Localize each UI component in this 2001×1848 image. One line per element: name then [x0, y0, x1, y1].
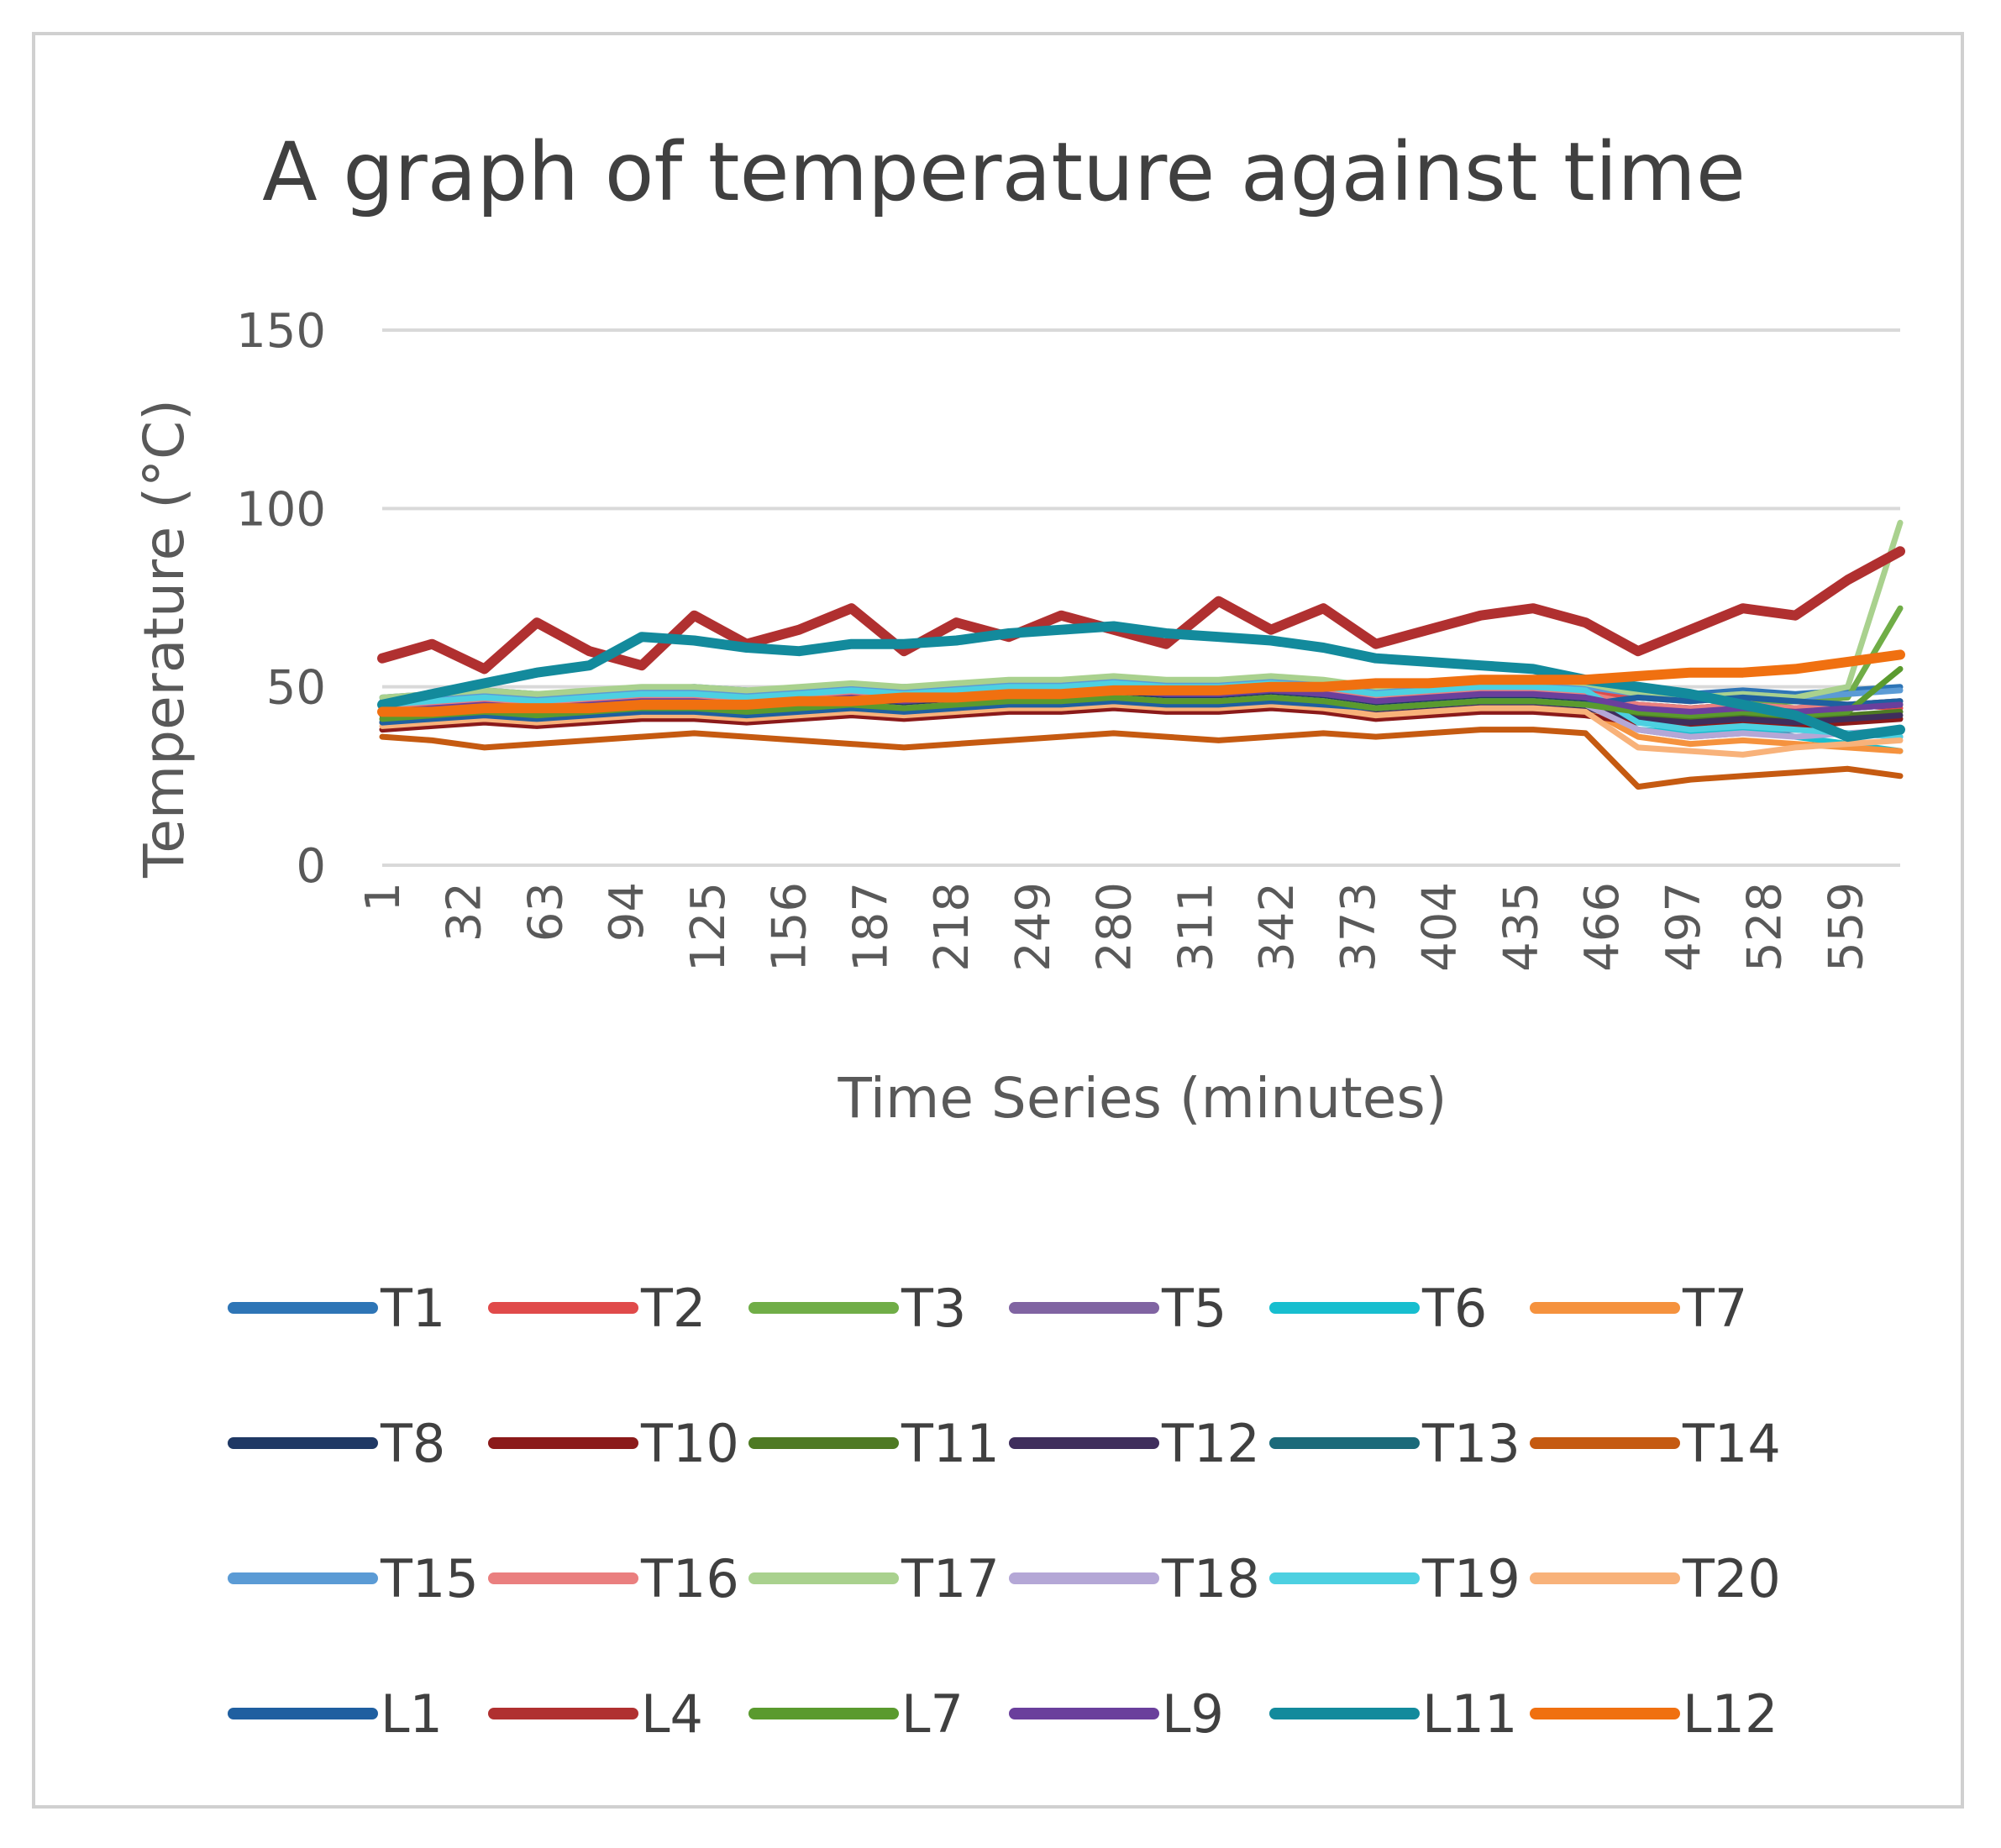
x-tick-label: 125: [681, 882, 736, 972]
x-tick-label: 497: [1657, 882, 1711, 972]
series-line-t14: [379, 727, 1904, 790]
series-line-t19: [379, 680, 1904, 740]
legend-label-t8: T8: [380, 1413, 445, 1474]
y-tick-label: 0: [296, 839, 326, 894]
legend-label-l7: L7: [901, 1683, 964, 1745]
x-tick-label: 280: [1088, 882, 1142, 972]
legend-label-t13: T13: [1421, 1413, 1520, 1474]
x-tick-label: 559: [1819, 882, 1873, 972]
y-tick-label: 50: [266, 661, 326, 716]
series-line-l1: [379, 694, 1904, 726]
legend-label-l9: L9: [1162, 1683, 1224, 1745]
legend-label-t18: T18: [1161, 1548, 1260, 1609]
series-line-l4: [377, 546, 1905, 675]
legend-label-t1: T1: [380, 1278, 445, 1339]
legend: T1 T2 T3 T5 T6 T7 T8 T10 T11 T12 T13 T14 T15 T16 T17 T1…: [228, 1278, 1781, 1745]
y-axis: 0 50 100 150: [236, 304, 326, 894]
x-tick-label: 249: [1006, 882, 1061, 972]
x-axis: 1 32 63 94 125 156 187 218 249 280 311 342 373 404 435…: [356, 882, 1873, 972]
x-tick-label: 466: [1575, 882, 1630, 972]
legend-label-t11: T11: [901, 1413, 1000, 1474]
x-tick-label: 156: [763, 882, 817, 972]
legend-label-t3: T3: [901, 1278, 966, 1339]
x-tick-label: 32: [438, 882, 492, 942]
x-tick-label: 311: [1169, 882, 1223, 972]
legend-label-t16: T16: [640, 1548, 739, 1609]
x-tick-label: 94: [600, 882, 654, 942]
x-tick-label: 63: [518, 882, 573, 942]
chart-frame: [32, 32, 1964, 1809]
legend-label-t5: T5: [1161, 1278, 1226, 1339]
y-axis-title: Temperature (°C): [132, 399, 197, 879]
x-tick-label: 435: [1494, 882, 1548, 972]
y-tick-label: 150: [236, 304, 326, 359]
legend-label-l11: L11: [1422, 1683, 1517, 1745]
x-tick-label: 187: [843, 882, 898, 972]
x-tick-label: 218: [925, 882, 979, 972]
y-tick-label: 100: [236, 482, 326, 537]
x-axis-title: Time Series (minutes): [837, 1066, 1447, 1131]
x-tick-label: 373: [1331, 882, 1386, 972]
x-tick-label: 528: [1738, 882, 1793, 972]
series-line-l12: [377, 649, 1905, 717]
series-line-t17: [379, 519, 1904, 701]
series-line-t20: [379, 701, 1904, 758]
legend-label-t6: T6: [1421, 1278, 1487, 1339]
x-tick-label: 1: [356, 882, 411, 912]
legend-label-l12: L12: [1683, 1683, 1778, 1745]
chart-title: A graph of temperature against time: [262, 125, 1746, 219]
plot-area: [377, 519, 1905, 790]
legend-label-t14: T14: [1682, 1413, 1781, 1474]
x-tick-label: 404: [1413, 882, 1468, 972]
legend-label-t17: T17: [901, 1548, 1000, 1609]
legend-label-t10: T10: [640, 1413, 739, 1474]
legend-label-t7: T7: [1682, 1278, 1747, 1339]
legend-label-t2: T2: [640, 1278, 706, 1339]
legend-label-t15: T15: [380, 1548, 479, 1609]
series-line-l11: [377, 621, 1905, 743]
legend-label-l1: L1: [381, 1683, 443, 1745]
legend-label-t20: T20: [1682, 1548, 1781, 1609]
legend-label-t12: T12: [1161, 1413, 1260, 1474]
legend-label-t19: T19: [1421, 1548, 1520, 1609]
legend-label-l4: L4: [641, 1683, 703, 1745]
x-tick-label: 342: [1250, 882, 1305, 972]
